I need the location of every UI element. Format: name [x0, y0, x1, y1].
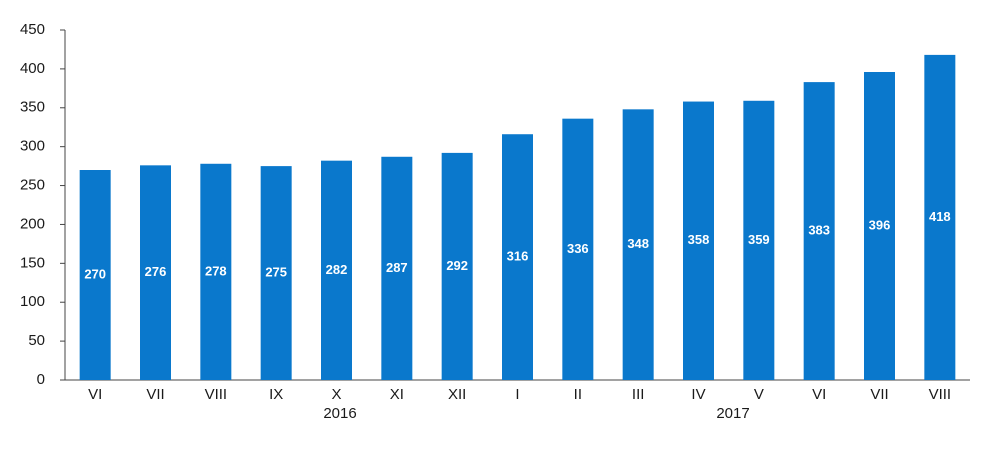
x-tick-label: III	[632, 386, 645, 403]
bar	[562, 118, 594, 381]
x-tick-label: IV	[691, 386, 705, 403]
x-tick-label: VIII	[205, 386, 228, 403]
x-tick-label: X	[331, 386, 341, 403]
value-label: 287	[386, 260, 408, 275]
year-label: 2016	[323, 405, 356, 422]
x-tick-label: XII	[448, 386, 466, 403]
bar	[140, 165, 171, 380]
value-label: 282	[326, 262, 348, 277]
value-label: 396	[869, 217, 891, 232]
bar	[79, 170, 111, 380]
value-label: 348	[627, 236, 649, 251]
bar	[260, 166, 292, 380]
x-tick-label: V	[754, 386, 764, 403]
value-label: 276	[145, 264, 167, 279]
x-tick-label: IX	[269, 386, 283, 403]
bar	[200, 163, 232, 380]
x-tick-label: I	[515, 386, 519, 403]
value-label: 383	[808, 222, 830, 237]
value-label: 336	[567, 241, 589, 256]
y-tick-label: 50	[28, 332, 45, 349]
x-tick-label: VI	[812, 386, 826, 403]
value-label: 359	[748, 232, 770, 247]
y-tick-label: 150	[20, 254, 45, 271]
value-label: 275	[265, 264, 287, 279]
y-tick-label: 100	[20, 293, 45, 310]
bar	[924, 54, 956, 381]
value-label: 358	[688, 232, 710, 247]
y-tick-label: 250	[20, 177, 45, 194]
x-tick-label: VI	[88, 386, 102, 403]
value-label: 418	[929, 209, 951, 224]
bar	[864, 72, 895, 380]
value-label: 292	[446, 258, 468, 273]
x-tick-label: VII	[870, 386, 888, 403]
value-label: 278	[205, 263, 227, 278]
x-tick-label: VIII	[929, 386, 952, 403]
x-tick-label: VII	[146, 386, 164, 403]
y-tick-label: 350	[20, 99, 45, 116]
y-tick-label: 400	[20, 60, 45, 77]
x-tick-label: XI	[390, 386, 404, 403]
bar	[683, 101, 714, 381]
value-label: 316	[507, 249, 529, 264]
bar	[441, 152, 473, 380]
y-tick-label: 450	[20, 21, 45, 38]
bar	[381, 156, 413, 380]
bar	[502, 134, 533, 380]
bar	[803, 82, 835, 380]
bar	[743, 100, 775, 381]
y-tick-label: 300	[20, 138, 45, 155]
bar	[622, 109, 654, 380]
value-label: 270	[84, 266, 106, 281]
y-tick-label: 200	[20, 215, 45, 232]
year-label: 2017	[716, 405, 749, 422]
x-tick-label: II	[574, 386, 582, 403]
bar	[321, 160, 352, 380]
y-tick-label: 0	[37, 371, 45, 388]
